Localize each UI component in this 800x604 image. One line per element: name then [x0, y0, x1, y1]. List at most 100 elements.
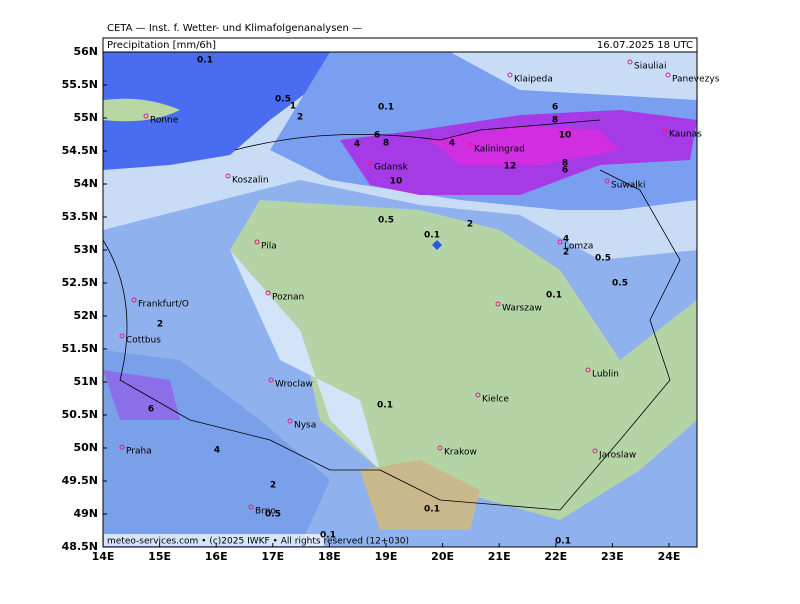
lat-tick-label: 49.5N	[62, 474, 98, 487]
city-label: Wroclaw	[275, 380, 313, 390]
contour-label: 0.1	[378, 103, 394, 113]
city-dot	[248, 504, 254, 510]
title: Precipitation [mm/6h]	[107, 40, 216, 51]
contour-label: 12	[504, 162, 517, 172]
lat-tick-label: 53.5N	[62, 210, 98, 223]
borders	[103, 119, 681, 511]
city-label: Klaipeda	[514, 75, 553, 85]
contour-label: 6	[562, 166, 568, 176]
city-label: Nysa	[294, 421, 316, 431]
lat-tick-label: 50N	[73, 441, 98, 454]
contour-label: 2	[563, 248, 569, 258]
lat-tick-label: 51.5N	[62, 342, 98, 355]
contour-label: 0.5	[378, 216, 394, 226]
city-dot	[475, 392, 481, 398]
city-label: Krakow	[444, 448, 477, 458]
lat-tick-label: 51N	[73, 375, 98, 388]
lon-tick-label: 20E	[431, 550, 454, 563]
city-dot	[225, 173, 231, 179]
contour-label: 0.1	[555, 537, 571, 547]
city-dot	[143, 113, 149, 119]
contour-label: 8	[383, 139, 389, 149]
city-dot	[119, 333, 125, 339]
city-label: Koszalin	[232, 176, 269, 186]
city-dot	[287, 418, 293, 424]
city-dot	[265, 290, 271, 296]
city-dot	[268, 377, 274, 383]
frame	[102, 37, 698, 548]
lat-tick-label: 48.5N	[62, 540, 98, 553]
contour-label: 8	[562, 159, 568, 169]
city-dot	[507, 72, 513, 78]
lat-tick-label: 56N	[73, 45, 98, 58]
lon-tick-label: 17E	[261, 550, 284, 563]
contour-label: 0.1	[197, 56, 213, 66]
contour-labels: 0.10.5120.146810412108686420.50.50.120.5…	[148, 56, 628, 547]
lon-tick-label: 18E	[318, 550, 341, 563]
city-label: Kaunas	[669, 130, 702, 140]
contour-label: 0.5	[265, 510, 281, 520]
city-label: Siauliai	[634, 62, 666, 72]
city-dot	[119, 444, 125, 450]
city-dot	[367, 160, 373, 166]
header: CETA — Inst. f. Wetter- und Klimafolgena…	[107, 23, 362, 34]
contour-label: 6	[374, 131, 380, 141]
contour-label: 6	[552, 103, 558, 113]
contour-label: 4	[354, 140, 360, 150]
city-dot	[585, 367, 591, 373]
contour-label: 2	[157, 320, 163, 330]
city-dot	[131, 297, 137, 303]
lon-tick-label: 23E	[601, 550, 624, 563]
city-dot	[662, 127, 668, 133]
cities: Ronne Koszalin Pila Poznan Frankfurt/O Cottbu…	[119, 59, 720, 517]
contour-label: 4	[449, 139, 455, 149]
city-dot	[592, 448, 598, 454]
city-label: Poznan	[272, 293, 304, 303]
contour-label: 2	[297, 113, 303, 123]
lon-tick-label: 22E	[544, 550, 567, 563]
lat-tick-label: 52N	[73, 309, 98, 322]
city-dot	[467, 142, 473, 148]
lon-tick-label: 14E	[92, 550, 115, 563]
city-dot	[254, 239, 260, 245]
precip-field	[103, 52, 697, 547]
city-label: Frankfurt/O	[138, 300, 189, 310]
city-label: Lomza	[564, 242, 593, 252]
lon-tick-label: 21E	[488, 550, 511, 563]
city-dot	[604, 178, 610, 184]
contour-label: 0.5	[612, 279, 628, 289]
lat-tick-label: 54N	[73, 177, 98, 190]
contour-label: 1	[290, 102, 296, 112]
contour-label: 2	[467, 220, 473, 230]
city-dot	[627, 59, 633, 65]
city-label: Ronne	[150, 116, 179, 126]
lat-tick-label: 50.5N	[62, 408, 98, 421]
city-dot	[557, 239, 563, 245]
city-label: Kaliningrad	[474, 145, 525, 155]
city-label: Gdansk	[374, 163, 409, 173]
contour-label: 0.1	[377, 401, 393, 411]
contour-label: 8	[552, 116, 558, 126]
contour-label: 0.1	[424, 231, 440, 241]
contour-label: 0.5	[275, 95, 291, 105]
contour-label: 0.1	[424, 505, 440, 515]
lat-tick-label: 54.5N	[62, 144, 98, 157]
axis-ticks: 56N 55.5N 55N 54.5N 54N 53.5N 53N 52.5N 52N 51.5N…	[62, 45, 681, 563]
lon-tick-label: 24E	[658, 550, 681, 563]
city-dot	[665, 72, 671, 78]
lat-tick-label: 55N	[73, 111, 98, 124]
contour-label: 10	[559, 131, 572, 141]
footer: meteo-services.com • (c)2025 IWKF • All …	[107, 537, 409, 547]
city-dot	[437, 445, 443, 451]
valid-time: 16.07.2025 18 UTC	[597, 40, 693, 51]
lat-tick-label: 55.5N	[62, 78, 98, 91]
contour-label: 0.5	[595, 254, 611, 264]
city-label: Suwalki	[611, 181, 646, 191]
lon-tick-label: 19E	[375, 550, 398, 563]
lon-tick-label: 15E	[148, 550, 171, 563]
city-label: Warszaw	[502, 304, 542, 314]
city-dot	[495, 301, 501, 307]
footer-bg	[104, 534, 324, 546]
location-marker	[432, 240, 442, 250]
city-label: Kielce	[482, 395, 509, 405]
